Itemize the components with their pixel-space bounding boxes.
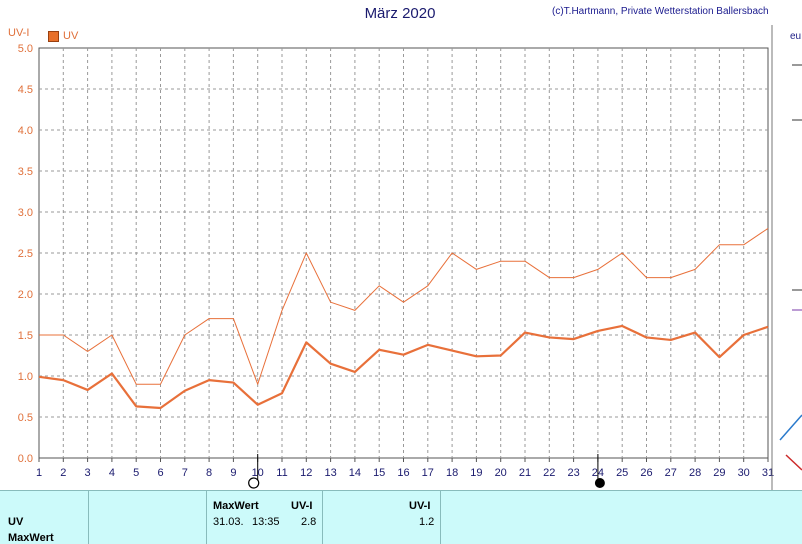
x-tick-label: 25 xyxy=(616,467,628,479)
average-value: 1.2 xyxy=(419,516,435,528)
y-tick-label: 3.5 xyxy=(18,166,33,178)
x-tick-label: 2 xyxy=(60,467,66,479)
col-header-uvi: UV-I xyxy=(291,500,313,512)
x-tick-label: 30 xyxy=(738,467,750,479)
y-tick-label: 0.0 xyxy=(18,453,33,465)
row-label-uv: UV xyxy=(8,516,24,528)
x-tick-label: 21 xyxy=(519,467,531,479)
legend-label: UV xyxy=(63,30,79,42)
x-tick-label: 27 xyxy=(665,467,677,479)
chart-title: März 2020 xyxy=(364,5,436,22)
adjacent-chart-edge: eu xyxy=(771,25,802,490)
x-tick-label: 29 xyxy=(713,467,725,479)
col-header-uvi-2: UV-I xyxy=(409,500,431,512)
credit-text: (c)T.Hartmann, Private Wetterstation Bal… xyxy=(552,6,769,17)
x-tick-label: 8 xyxy=(206,467,212,479)
x-tick-label: 4 xyxy=(109,467,115,479)
summary-table: UV MaxWert MaxWert UV-I UV-I 31.03. 13:3… xyxy=(0,490,802,544)
x-tick-label: 6 xyxy=(157,467,163,479)
x-tick-label: 31 xyxy=(762,467,774,479)
x-tick-label: 3 xyxy=(85,467,91,479)
x-tick-label: 20 xyxy=(495,467,507,479)
legend-swatch xyxy=(48,30,59,42)
y-tick-label: 4.5 xyxy=(18,84,33,96)
y-tick-label: 1.0 xyxy=(18,371,33,383)
maxwert-time: 13:35 xyxy=(252,516,280,528)
x-tick-label: 13 xyxy=(324,467,336,479)
col-header-maxwert: MaxWert xyxy=(213,500,259,512)
y-tick-label: 3.0 xyxy=(18,207,33,219)
y-axis-unit-label: UV-I xyxy=(8,27,30,39)
y-tick-label: 2.5 xyxy=(18,248,33,260)
x-tick-label: 18 xyxy=(446,467,458,479)
series-line-uv xyxy=(38,324,769,410)
y-tick-label: 0.5 xyxy=(18,412,33,424)
x-tick-label: 9 xyxy=(230,467,236,479)
new-moon-icon xyxy=(594,478,605,488)
maxwert-date: 31.03. xyxy=(213,516,244,528)
x-tick-label: 14 xyxy=(349,467,361,479)
x-tick-label: 17 xyxy=(422,467,434,479)
y-tick-label: 2.0 xyxy=(18,289,33,301)
maxwert-value: 2.8 xyxy=(301,516,317,528)
x-tick-label: 26 xyxy=(640,467,652,479)
x-tick-label: 16 xyxy=(397,467,409,479)
x-tick-label: 1 xyxy=(36,467,42,479)
series-line-max xyxy=(39,227,769,385)
svg-text:eu: eu xyxy=(790,31,801,42)
x-tick-label: 15 xyxy=(373,467,385,479)
uv-line-chart: 0.00.51.01.52.02.53.03.54.04.55.01 2 3 4 5 6 7… xyxy=(18,43,774,489)
x-tick-label: 22 xyxy=(543,467,555,479)
x-tick-label: 28 xyxy=(689,467,701,479)
full-moon-icon xyxy=(248,477,260,489)
legend: UV xyxy=(48,30,78,42)
y-tick-label: 5.0 xyxy=(18,43,33,55)
row-label-maxwert: MaxWert xyxy=(8,532,54,544)
x-tick-label: 7 xyxy=(182,467,188,479)
x-tick-label: 5 xyxy=(133,467,139,479)
x-tick-label: 19 xyxy=(470,467,482,479)
x-tick-label: 11 xyxy=(276,467,287,479)
x-tick-label: 12 xyxy=(300,467,312,479)
y-tick-label: 1.5 xyxy=(18,330,33,342)
y-tick-label: 4.0 xyxy=(18,125,33,137)
x-tick-label: 23 xyxy=(567,467,579,479)
